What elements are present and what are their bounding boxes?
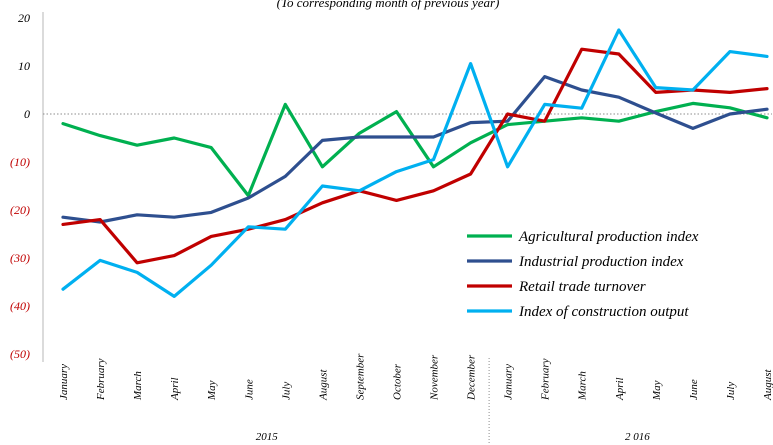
legend-label: Index of construction output [518,304,689,320]
legend-label: Retail trade turnover [518,279,646,295]
series-line-2 [61,47,769,265]
chart-subtitle: (To corresponding month of previous year… [277,0,500,10]
y-tick-label: (30) [10,251,30,265]
series-line-0 [61,101,769,198]
x-tick-label: June [243,379,255,400]
x-tick-label: February [95,358,107,401]
y-tick-label: (40) [10,299,30,313]
y-tick-label: 10 [18,59,30,73]
series-lines [61,28,769,298]
x-tick-label: January [58,364,70,400]
x-tick-label: January [503,364,515,400]
x-tick-label: December [466,354,478,401]
legend-label: Agricultural production index [518,229,699,245]
x-tick-label: November [429,354,441,401]
x-tick-label: October [391,363,403,400]
y-tick-label: (50) [10,347,30,361]
x-tick-label: August [762,369,773,402]
x-tick-label: July [280,382,292,400]
year-group-label: 2015 [256,431,279,443]
x-tick-label: June [688,379,700,400]
x-tick-label: July [725,382,737,400]
x-tick-label: March [577,371,589,401]
legend-label: Industrial production index [518,254,684,270]
x-tick-label: April [614,377,626,401]
y-tick-label: (20) [10,203,30,217]
x-tick-label: April [169,377,181,401]
series-line-3 [61,28,769,298]
y-tick-label: 0 [24,107,30,121]
y-axis: 20 10 0 (10) (20) (30) (40) (50) [10,11,772,362]
y-tick-label: (10) [10,155,30,169]
legend: Agricultural production index Industrial … [467,229,699,320]
x-tick-label: February [540,358,552,401]
x-tick-label: August [317,369,329,402]
year-group-label: 2 016 [625,431,650,443]
x-tick-label: May [206,380,218,401]
x-tick-label: September [354,353,366,400]
x-axis: January February March April May June July Augu… [58,353,773,445]
x-tick-label: May [651,380,663,401]
x-tick-label: March [132,371,144,401]
y-tick-label: 20 [18,11,30,25]
series-line-1 [61,74,769,224]
